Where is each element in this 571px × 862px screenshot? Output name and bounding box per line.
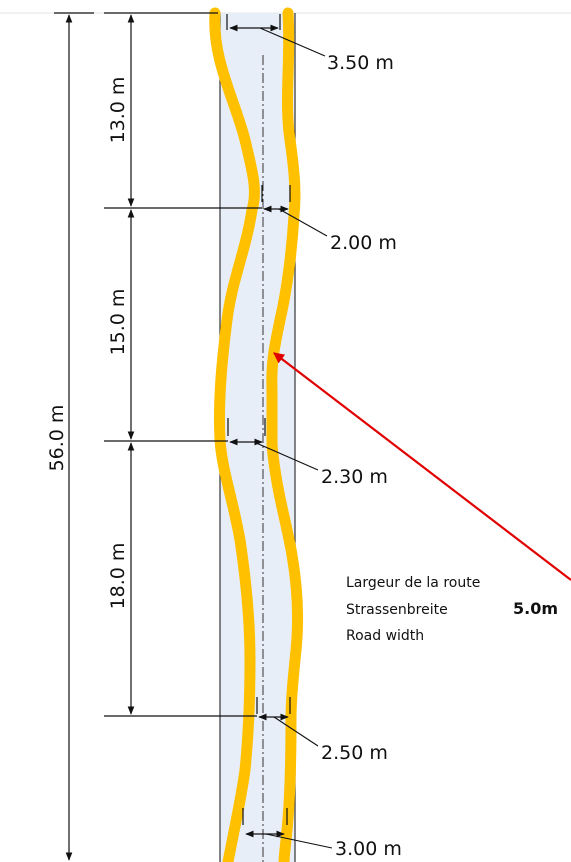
road-width-label-fr: Largeur de la route xyxy=(346,575,480,591)
road-width-value: 5.0m xyxy=(513,599,558,618)
road-width-pointer-arrow xyxy=(273,352,571,581)
segment-label-2: 15.0 m xyxy=(107,289,129,356)
gap-label-3: 2.30 m xyxy=(321,466,388,488)
segment-dimensions xyxy=(104,12,262,717)
gap-label-1: 3.50 m xyxy=(327,52,394,74)
gap-leaders xyxy=(253,27,333,849)
lane-ticks xyxy=(226,14,291,825)
wavy-line-left xyxy=(209,7,260,862)
gap-label-2: 2.00 m xyxy=(330,232,397,254)
gap-label-4: 2.50 m xyxy=(321,742,388,764)
segment-label-1: 13.0 m xyxy=(107,77,129,144)
road-width-label-en: Road width xyxy=(346,628,424,644)
road-width-label-de: Strassenbreite xyxy=(346,602,448,618)
total-dimension xyxy=(54,12,94,861)
gap-label-5: 3.00 m xyxy=(335,838,402,860)
total-length-label: 56.0 m xyxy=(46,405,68,472)
road-surface xyxy=(220,13,295,862)
wavy-line-right xyxy=(266,7,304,862)
segment-label-3: 18.0 m xyxy=(107,543,129,610)
gap-dimension-arrows xyxy=(229,24,289,838)
